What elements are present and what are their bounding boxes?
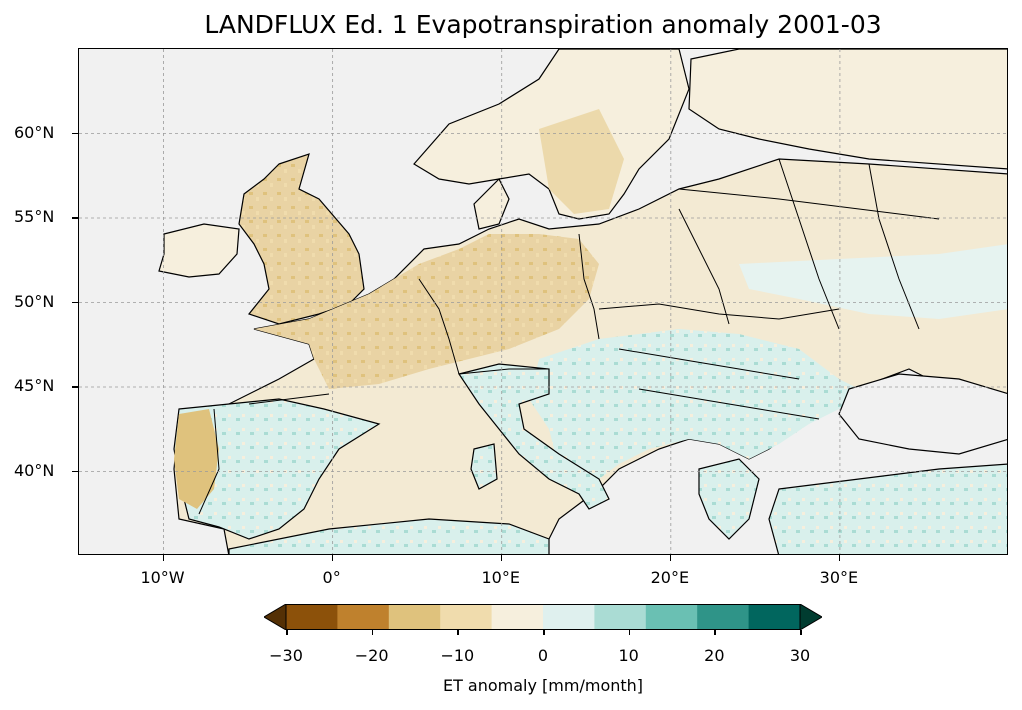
north-africa-land [228, 518, 550, 554]
y-tick-mark [72, 386, 78, 388]
eastern-europe-wet-strip [739, 244, 1007, 319]
x-tick-mark [162, 555, 165, 561]
y-tick-mark [72, 301, 78, 303]
black-sea [838, 373, 1007, 455]
border-spain-france [248, 393, 330, 405]
colorbar-bin [337, 604, 390, 630]
colorbar-tick-label: −20 [354, 646, 389, 665]
x-tick-label: 20°E [650, 568, 690, 587]
italy-land [458, 363, 610, 510]
colorbar-tick-mark [543, 630, 545, 635]
border-baltic [678, 188, 940, 220]
border-poland-east [678, 208, 730, 325]
land-anomaly-fill [158, 49, 1007, 554]
denmark-land [473, 177, 510, 230]
border-france-germany [418, 278, 460, 375]
colorbar-bin [440, 604, 493, 630]
x-tick-mark [669, 555, 672, 561]
border-germany-poland [578, 233, 600, 340]
x-tick-mark [500, 555, 503, 561]
y-tick-mark [72, 217, 78, 219]
sardinia-land [470, 443, 498, 490]
colorbar-bin [594, 604, 647, 630]
colorbar-tick-label: −10 [440, 646, 475, 665]
colorbar-bin [286, 604, 338, 630]
colorbar-tick-mark [628, 630, 631, 635]
x-tick-label: 10°W [140, 568, 185, 587]
ireland-land [158, 223, 240, 278]
y-tick-label: 60°N [14, 122, 55, 142]
colorbar-tick-label: 20 [704, 646, 725, 665]
portugal-dry-zone [174, 409, 219, 509]
colorbar-tick-label: 0 [537, 646, 549, 665]
country-borders [198, 158, 940, 515]
border-east-b [868, 163, 920, 330]
y-tick-label: 55°N [14, 207, 55, 226]
y-tick-mark [72, 470, 78, 472]
x-tick-label: 0° [322, 568, 341, 587]
y-tick-label: 45°N [14, 376, 55, 395]
x-tick-mark [838, 555, 841, 561]
colorbar-bin [748, 604, 801, 630]
colorbar-label: ET anomaly [mm/month] [442, 676, 644, 695]
colorbar-extend-high [799, 604, 822, 630]
border-central-east [598, 303, 840, 320]
colorbar [264, 604, 822, 630]
colorbar-bin [645, 604, 698, 630]
colorbar-tick-label: 10 [618, 646, 639, 665]
france-germany-dry-zone [254, 234, 599, 389]
colorbar-extend-low [264, 604, 287, 630]
colorbar-bin [543, 604, 595, 630]
europe-map [79, 49, 1007, 554]
border-italy-alps [458, 368, 549, 375]
border-balkans-a [618, 348, 800, 380]
colorbar-bin [491, 604, 544, 630]
gridlines [79, 49, 1007, 554]
colorbar-tick-mark [714, 630, 716, 635]
colorbar-tick-mark [286, 630, 288, 635]
x-tick-label: 10°E [481, 568, 520, 587]
map-panel [78, 48, 1008, 555]
y-tick-mark [72, 132, 78, 134]
colorbar-tick-mark [800, 630, 802, 635]
map-title: LANDFLUX Ed. 1 Evapotranspiration anomal… [204, 10, 882, 39]
turkey-land [768, 463, 1007, 554]
colorbar-outline [285, 604, 801, 630]
colorbar-bin [697, 604, 750, 630]
y-tick-label: 50°N [14, 291, 55, 311]
y-tick-label: 40°N [14, 460, 55, 480]
finland-land [688, 49, 1007, 170]
balkan-wet-zone [529, 329, 869, 489]
greece-land [698, 458, 760, 540]
border-spain-portugal [198, 408, 220, 515]
colorbar-bin [388, 604, 441, 630]
x-tick-label: 30°E [819, 568, 859, 587]
colorbar-tick-label: −30 [269, 646, 303, 665]
colorbar-tick-mark [371, 630, 374, 635]
colorbar-tick-mark [457, 630, 459, 635]
x-tick-mark [331, 555, 334, 561]
border-balkans-b [638, 388, 820, 420]
colorbar-tick-label: 30 [789, 646, 811, 665]
border-east-a [778, 158, 840, 330]
sweden-dry-patch [539, 109, 624, 214]
great-britain-land [238, 153, 365, 325]
